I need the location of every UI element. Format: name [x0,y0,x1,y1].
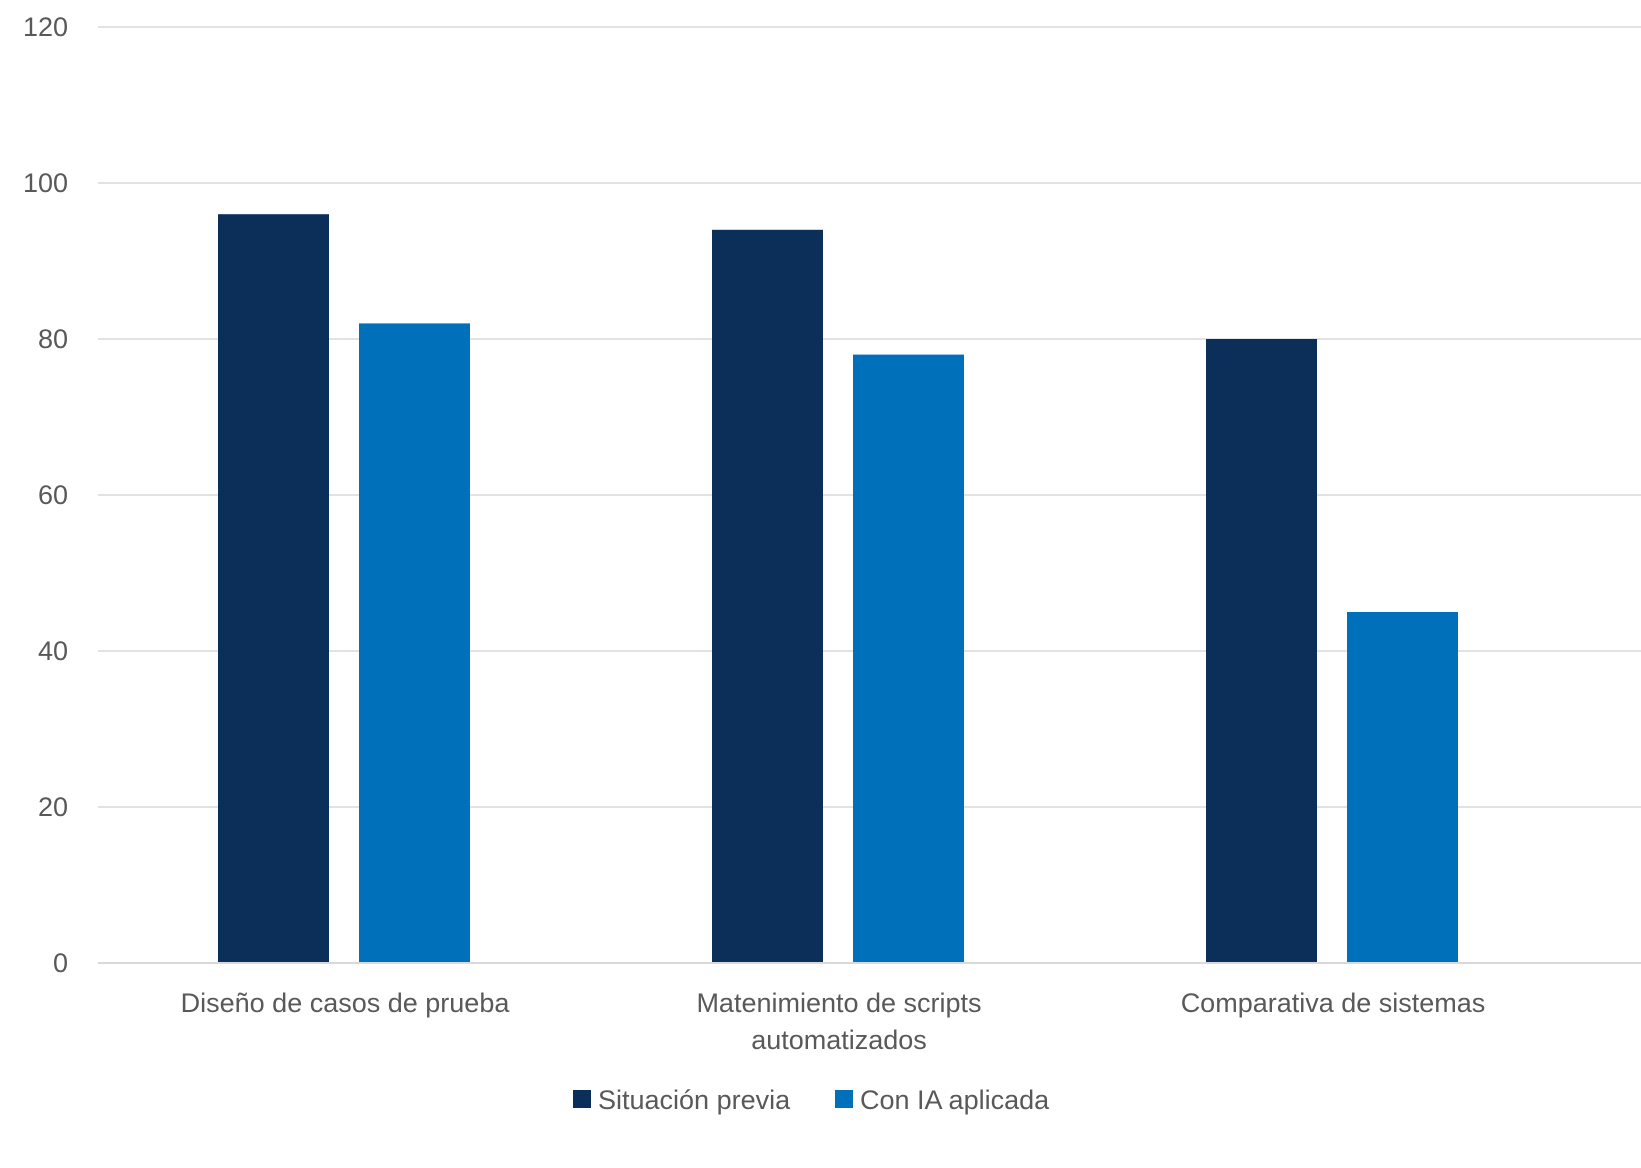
y-tick-label: 120 [23,12,68,42]
y-tick-label: 60 [38,480,68,510]
x-category-label: Comparativa de sistemas [1181,988,1486,1018]
bar [853,354,964,964]
x-axis-categories: Diseño de casos de prueba Matenimiento de… [181,988,1486,1055]
bar [1347,612,1458,963]
legend-label: Con IA aplicada [860,1085,1050,1115]
legend: Situación previa Con IA aplicada [573,1085,1050,1115]
x-category-label: Diseño de casos de prueba [181,988,511,1018]
legend-swatch [573,1090,591,1108]
y-tick-label: 40 [38,636,68,666]
legend-swatch [835,1090,853,1108]
y-tick-label: 0 [53,948,68,978]
bar [712,229,823,964]
y-axis-ticks: 0 20 40 60 80 100 120 [23,12,68,978]
x-category-label: automatizados [751,1025,927,1055]
y-tick-label: 20 [38,792,68,822]
legend-label: Situación previa [598,1085,791,1115]
y-tick-label: 100 [23,168,68,198]
bar [1206,339,1317,963]
x-category-label: Matenimiento de scripts [696,988,981,1018]
bar [218,214,329,963]
bar [359,323,470,963]
y-tick-label: 80 [38,324,68,354]
bars [218,214,1458,964]
